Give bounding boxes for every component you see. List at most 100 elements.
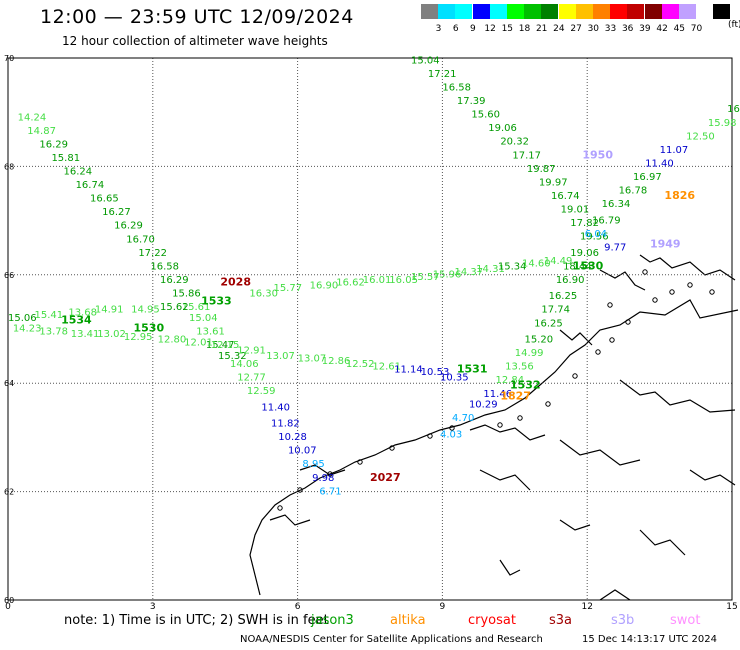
x-tick-label: 0 xyxy=(5,602,11,612)
swh-value: 16.29 xyxy=(114,221,143,232)
coastline-segment xyxy=(249,299,739,596)
coastline-segment xyxy=(269,514,311,526)
scale-label: 45 xyxy=(673,24,686,34)
swh-value: 15.20 xyxy=(524,335,553,346)
plot-frame xyxy=(7,57,733,601)
swh-value: 15.96 xyxy=(433,270,462,281)
island-shape xyxy=(607,302,613,308)
swh-value: 11.07 xyxy=(660,145,689,156)
coastline-segment xyxy=(469,424,546,441)
swh-value: 17.39 xyxy=(457,96,486,107)
swh-value: 12.61 xyxy=(372,362,401,373)
island-shape xyxy=(609,337,615,343)
swh-value: 13.78 xyxy=(39,326,68,337)
axis-tick-labels: 0 3 6 9 12 15 60 62 64 66 68 70 xyxy=(4,54,738,612)
scale-swatch xyxy=(575,4,593,19)
scale-swatch xyxy=(438,4,456,19)
swh-value: 16.79 xyxy=(592,215,621,226)
scale-unit: (ft) xyxy=(728,20,740,30)
chart-subtitle: 12 hour collection of altimeter wave hei… xyxy=(62,34,328,48)
swh-value: 12.95 xyxy=(124,332,153,343)
swh-value: 15.04 xyxy=(189,313,218,324)
swh-value: 16.25 xyxy=(534,318,563,329)
swh-value: 17.82 xyxy=(570,218,599,229)
wave-height-labels: 14.24 14.87 16.29 15.81 16.24 16.74 16.65 16.27… xyxy=(8,55,740,497)
swh-value: 17.74 xyxy=(541,305,570,316)
scale-swatch xyxy=(627,4,645,19)
swh-value: 16.34 xyxy=(602,199,631,210)
scale-label: 12 xyxy=(484,24,496,34)
legend-jason3: jason3 xyxy=(311,613,354,628)
swh-value: 16.24 xyxy=(64,167,93,178)
scale-label: 18 xyxy=(518,24,531,34)
pass-time: 1826 xyxy=(664,189,695,202)
coastline-segment xyxy=(599,269,646,291)
scale-swatch xyxy=(472,4,490,19)
grid-lines xyxy=(7,57,733,601)
y-tick-label: 64 xyxy=(4,379,14,388)
swh-value: 15.60 xyxy=(471,110,500,121)
swh-value: 16.97 xyxy=(633,172,662,183)
swh-value: 19.56 xyxy=(580,232,609,243)
swh-value: 16.58 xyxy=(150,261,179,272)
x-tick-label: 6 xyxy=(295,602,301,612)
island-shape xyxy=(357,459,363,465)
swh-value: 10.07 xyxy=(288,446,317,457)
legend-altika: altika xyxy=(390,613,426,628)
swh-value: 16.62 xyxy=(336,278,365,289)
x-tick-label: 9 xyxy=(440,602,446,612)
swh-value: 15.34 xyxy=(498,261,527,272)
swh-value: 16.90 xyxy=(556,275,585,286)
coastline-segment xyxy=(559,439,641,466)
swh-value: 16.70 xyxy=(126,234,155,245)
swh-value: 13.41 xyxy=(71,329,100,340)
swh-value: 12.84 xyxy=(495,375,524,386)
scale-label: 39 xyxy=(639,24,651,34)
scale-label: 21 xyxy=(535,24,548,34)
pass-time: 1530 xyxy=(573,259,604,272)
scale-label: 27 xyxy=(570,24,582,34)
island-shape xyxy=(277,505,283,511)
swh-value: 16.90 xyxy=(310,280,339,291)
coastline-segment xyxy=(499,559,521,576)
swh-value: 14.87 xyxy=(27,126,56,137)
swh-value: 12.52 xyxy=(346,359,375,370)
swh-value: 15.62 xyxy=(160,302,189,313)
swh-value: 12.77 xyxy=(237,372,266,383)
swh-value: 15.32 xyxy=(218,351,247,362)
swh-value: 15.81 xyxy=(51,153,80,164)
swh-value: 18.44 xyxy=(563,261,592,272)
swh-value: 16.74 xyxy=(76,180,105,191)
pass-time: 1533 xyxy=(201,295,232,308)
pass-time: 2028 xyxy=(220,276,251,289)
island-shape xyxy=(449,425,455,431)
swh-value: 6.04 xyxy=(585,229,607,240)
chart-title: 12:00 — 23:59 UTC 12/09/2024 xyxy=(40,6,354,28)
scale-swatch xyxy=(524,4,542,19)
swh-value: 14.23 xyxy=(13,324,42,335)
swh-value: 14.60 xyxy=(522,259,551,270)
swh-value: 16.65 xyxy=(90,194,119,205)
swh-value: 12.86 xyxy=(322,356,351,367)
scale-label: 42 xyxy=(656,24,668,34)
island-shape xyxy=(517,415,523,421)
scale-swatch xyxy=(610,4,628,19)
island-shape xyxy=(497,422,503,428)
legend-s3a: s3a xyxy=(549,613,573,628)
swh-value: 13.07 xyxy=(298,354,327,365)
x-tick-label: 3 xyxy=(150,602,156,612)
scale-label: 36 xyxy=(621,24,634,34)
swh-value: 10.53 xyxy=(421,367,450,378)
swh-value: 6.71 xyxy=(319,486,341,497)
generation-timestamp: 15 Dec 14:13:17 UTC 2024 xyxy=(582,634,717,645)
swh-value: 11.40 xyxy=(645,158,674,169)
swh-value: 17.21 xyxy=(428,69,457,80)
y-tick-label: 68 xyxy=(4,162,14,171)
swh-value: 17.22 xyxy=(138,248,167,259)
x-tick-label: 15 xyxy=(726,602,737,612)
island-shape xyxy=(669,289,675,295)
swh-value: 16.74 xyxy=(551,191,580,202)
coastline-segment xyxy=(689,469,736,486)
y-tick-label: 60 xyxy=(4,596,14,605)
